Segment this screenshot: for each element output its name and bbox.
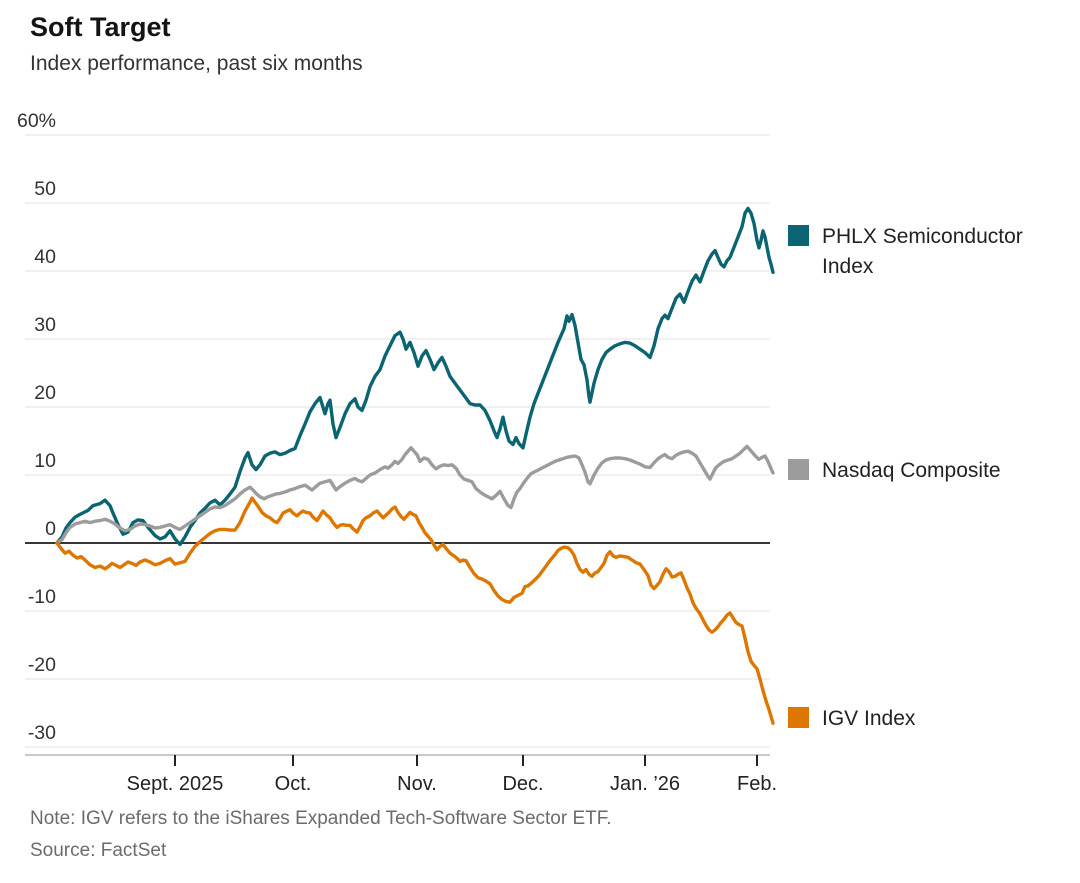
x-tick-label: Oct. bbox=[275, 773, 312, 795]
x-tick-label: Sept. 2025 bbox=[127, 773, 224, 795]
x-tick-label: Nov. bbox=[397, 773, 437, 795]
chart-subtitle: Index performance, past six months bbox=[30, 52, 363, 75]
y-tick-label: 20 bbox=[34, 382, 56, 404]
legend-label-igv: IGV Index bbox=[822, 707, 916, 730]
y-tick-label: 40 bbox=[34, 246, 56, 268]
legend-label-nasdaq: Nasdaq Composite bbox=[822, 459, 1001, 482]
legend-swatch-phlx bbox=[788, 225, 809, 246]
legend-label-phlx: PHLX Semiconductor Index bbox=[822, 225, 1023, 278]
legend-item-igv: IGV Index bbox=[788, 704, 1067, 734]
y-tick-label: 10 bbox=[34, 450, 56, 472]
x-tick-label: Feb. bbox=[737, 773, 777, 795]
y-tick-label: -20 bbox=[28, 654, 56, 676]
legend-item-phlx: PHLX Semiconductor Index bbox=[788, 222, 1067, 282]
chart-source: Source: FactSet bbox=[30, 840, 167, 861]
x-tick-label: Dec. bbox=[502, 773, 543, 795]
y-tick-label: -30 bbox=[28, 722, 56, 744]
series-line-nasdaq-composite bbox=[55, 444, 775, 545]
legend-item-nasdaq: Nasdaq Composite bbox=[788, 456, 1067, 486]
y-tick-label: 0 bbox=[45, 518, 56, 540]
x-tick-label: Jan. ’26 bbox=[610, 773, 680, 795]
legend-swatch-nasdaq bbox=[788, 459, 809, 480]
series-line-phlx-semiconductor-index bbox=[55, 206, 775, 547]
series-line-igv-index bbox=[55, 496, 775, 725]
chart-note: Note: IGV refers to the iShares Expanded… bbox=[30, 808, 612, 829]
legend-swatch-igv bbox=[788, 707, 809, 728]
chart-title: Soft Target bbox=[30, 12, 171, 42]
y-tick-label: 30 bbox=[34, 314, 56, 336]
y-tick-label: -10 bbox=[28, 586, 56, 608]
y-tick-label: 50 bbox=[34, 178, 56, 200]
y-tick-label: 60% bbox=[17, 110, 56, 132]
